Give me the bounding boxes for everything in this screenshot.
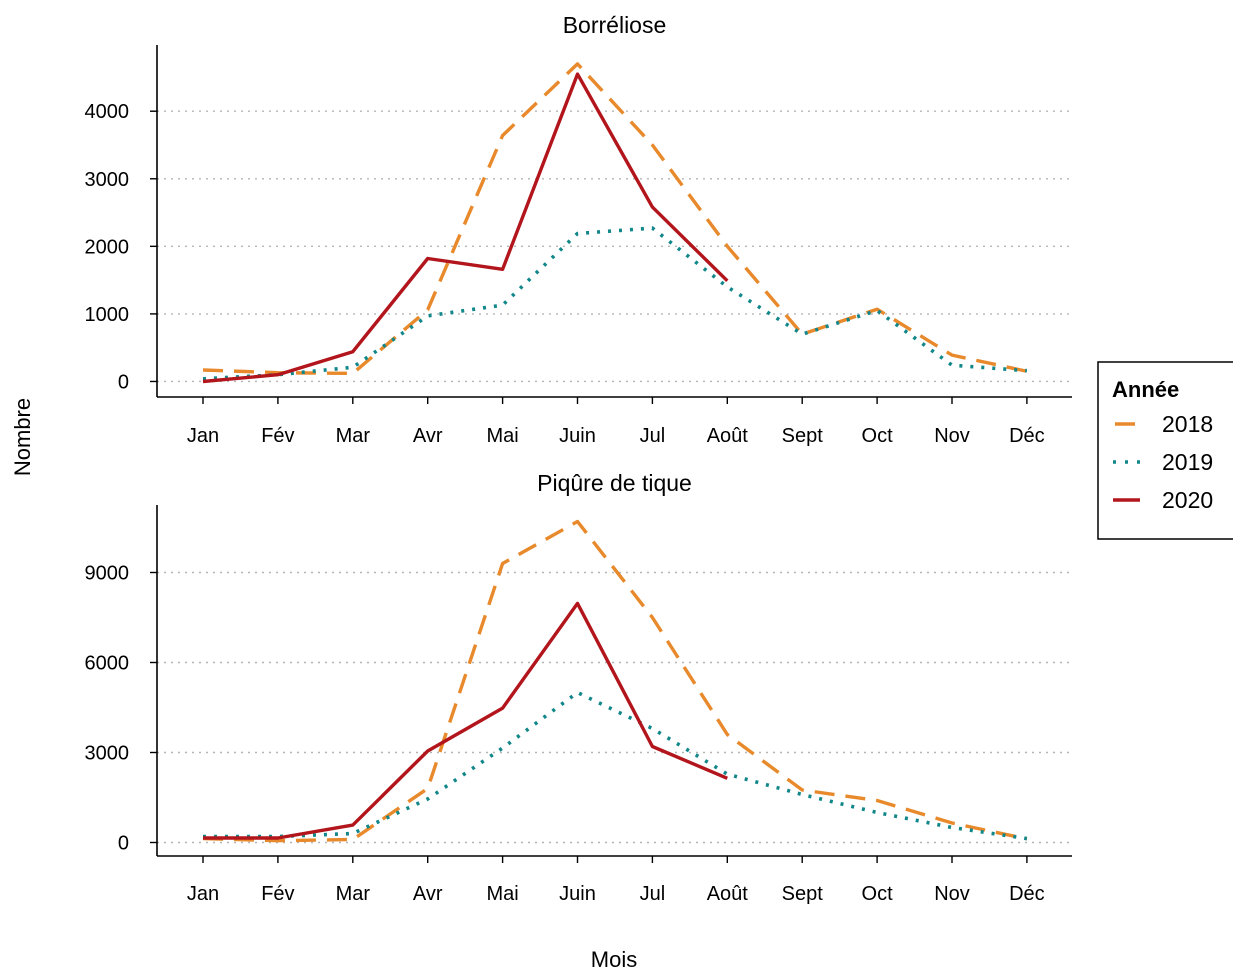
legend-label-2018: 2018 xyxy=(1162,411,1213,437)
y-tick-label: 3000 xyxy=(85,743,130,765)
x-tick-label: Mai xyxy=(486,425,518,447)
legend-label-2020: 2020 xyxy=(1162,487,1213,513)
y-tick-label: 6000 xyxy=(85,653,130,675)
legend: Année 2018 2019 2020 xyxy=(1097,361,1233,540)
legend-label-2019: 2019 xyxy=(1162,449,1213,475)
series-line-2018 xyxy=(202,519,1028,843)
x-tick-label: Juin xyxy=(559,883,596,905)
x-tick-label: Août xyxy=(707,883,749,905)
x-tick-label: Jul xyxy=(640,425,666,447)
x-tick-label: Juin xyxy=(559,425,596,447)
x-tick-label: Fév xyxy=(261,425,294,447)
y-axis-title: Nombre xyxy=(10,398,35,476)
series-line-2019 xyxy=(203,690,1028,841)
panel-title: Borréliose xyxy=(563,12,667,38)
panel-1: Borréliose 0 1000 2000 3000 4000 Jan Fév Mar Avr M… xyxy=(85,12,1072,447)
panel-2: Piqûre de tique 0 3000 6000 9000 Jan Fév Mar Avr… xyxy=(85,470,1072,905)
x-tick-label: Jan xyxy=(187,425,219,447)
y-tick-label: 3000 xyxy=(85,169,130,191)
y-tick-label: 0 xyxy=(118,371,129,393)
y-tick-label: 4000 xyxy=(85,101,130,123)
x-tick-label: Mai xyxy=(486,883,518,905)
x-tick-label: Mar xyxy=(336,883,371,905)
x-tick-label: Avr xyxy=(413,883,443,905)
y-tick-label: 0 xyxy=(118,833,129,855)
series-line-2020 xyxy=(203,601,728,840)
x-tick-label: Oct xyxy=(862,883,894,905)
legend-box xyxy=(1097,361,1233,540)
x-tick-label: Nov xyxy=(934,883,970,905)
x-tick-label: Déc xyxy=(1009,425,1045,447)
series-line-2018 xyxy=(202,62,1028,376)
y-tick-label: 9000 xyxy=(85,563,130,585)
x-tick-label: Sept xyxy=(782,883,824,905)
x-tick-label: Déc xyxy=(1009,883,1045,905)
panel-title: Piqûre de tique xyxy=(537,470,692,496)
y-tick-label: 1000 xyxy=(85,304,130,326)
x-tick-label: Avr xyxy=(413,425,443,447)
legend-title: Année xyxy=(1112,377,1179,402)
legend-items: 2018 2019 2020 xyxy=(1113,411,1213,513)
x-tick-label: Jan xyxy=(187,883,219,905)
series-line-2019 xyxy=(202,226,1028,381)
x-tick-label: Oct xyxy=(862,425,894,447)
x-tick-label: Jul xyxy=(640,883,666,905)
x-tick-label: Sept xyxy=(782,425,824,447)
x-tick-label: Nov xyxy=(934,425,970,447)
y-tick-label: 2000 xyxy=(85,236,130,258)
x-axis-title: Mois xyxy=(591,947,637,969)
x-tick-label: Août xyxy=(707,425,749,447)
chart-panels: Borréliose 0 1000 2000 3000 4000 Jan Fév Mar Avr M… xyxy=(85,12,1072,905)
x-tick-label: Mar xyxy=(336,425,371,447)
series-line-2020 xyxy=(202,72,729,384)
x-tick-label: Fév xyxy=(261,883,294,905)
